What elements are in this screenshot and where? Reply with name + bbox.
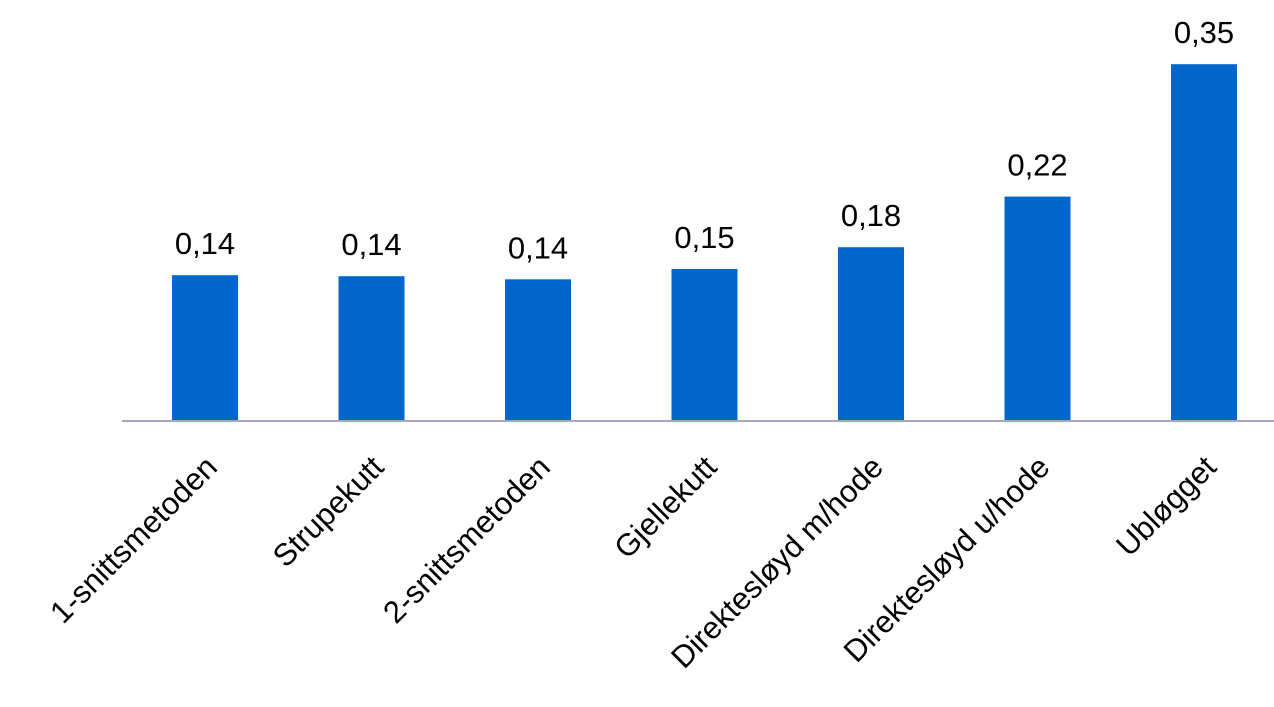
- bar-3: [505, 279, 571, 421]
- bars-group: [172, 64, 1237, 421]
- bar-2: [338, 276, 405, 421]
- data-label-3: 0,14: [508, 230, 568, 265]
- data-label-2: 0,14: [341, 227, 401, 262]
- data-labels-group: 0,14 0,14 0,14 0,15 0,18 0,22 0,35: [175, 15, 1234, 265]
- bar-1: [172, 275, 238, 421]
- x-tick-label-7: Ubløgget: [1109, 449, 1223, 563]
- x-tick-labels-group: 1-snittsmetoden Strupekutt2-snittsmetoden…: [43, 449, 1223, 675]
- x-tick-label-1: 1-snittsmetoden: [43, 449, 224, 630]
- data-label-4: 0,15: [674, 220, 734, 255]
- bar-5: [838, 247, 904, 421]
- data-label-6: 0,22: [1007, 148, 1067, 183]
- bar-4: [671, 269, 738, 421]
- data-label-7: 0,35: [1174, 15, 1234, 50]
- data-label-1: 0,14: [175, 226, 235, 261]
- x-tick-label-2: Strupekutt: [266, 449, 391, 574]
- x-tick-label-3: 2-snittsmetoden: [376, 449, 557, 630]
- bar-6: [1004, 196, 1071, 421]
- x-tick-label-4: Gjellekutt: [607, 449, 723, 565]
- data-label-5: 0,18: [841, 198, 901, 233]
- bar-7: [1171, 64, 1237, 421]
